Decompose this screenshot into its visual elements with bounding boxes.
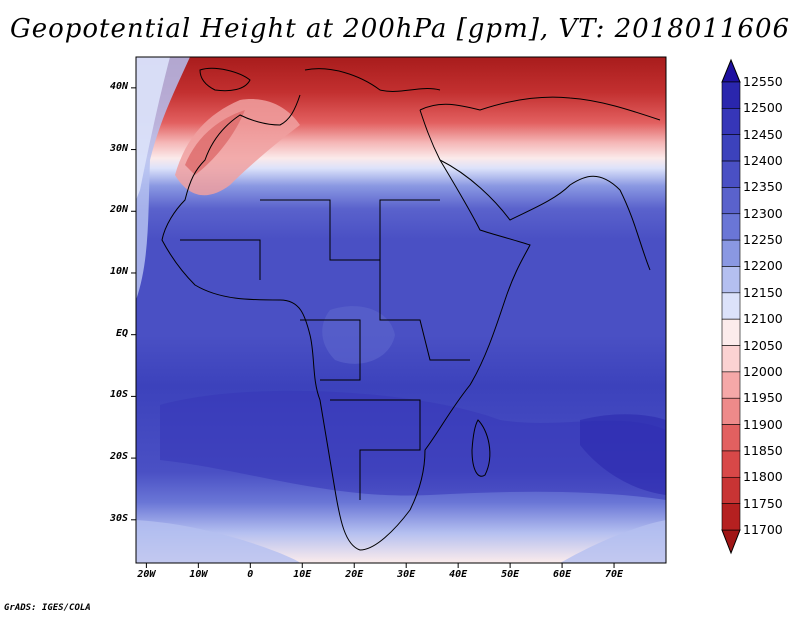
chart-title: Geopotential Height at 200hPa [gpm], VT:… [9,14,791,44]
colorbar-swatch [721,371,741,399]
lat-tick-label: EQ [115,327,128,339]
lat-tick-label: 20S [109,451,128,463]
colorbar-level-label: 12050 [743,337,783,353]
lat-tick-label: 30S [109,512,128,524]
colorbar-level-label: 11750 [743,495,783,511]
coastlines [161,67,661,551]
lon-tick-label: 0 [247,569,254,580]
colorbar-swatch [721,345,741,373]
colorbar-level-label: 12000 [743,363,783,379]
colorbar-swatch [721,187,741,215]
lon-tick-label: 70E [605,569,624,580]
colorbar-swatch [721,397,741,425]
colorbar-level-label: 11800 [743,469,783,485]
colorbar-level-label: 11850 [743,442,783,458]
lon-tick-label: 40E [449,569,468,580]
plot-frame [135,56,667,564]
lon-tick-label: 30E [397,569,416,580]
colorbar-level-label: 12500 [743,100,783,116]
colorbar-level-label: 12550 [743,74,783,89]
colorbar-level-label: 12450 [743,126,783,142]
colorbar-level-label: 11950 [743,390,783,406]
colorbar-swatch [721,450,741,478]
lat-tick-label: 10N [109,265,128,277]
colorbar-swatch [721,81,741,109]
colorbar-swatch [721,134,741,162]
colorbar-swatch [721,108,741,136]
colorbar-level-label: 12400 [743,153,783,169]
colorbar-swatch [721,292,741,320]
lat-tick-label: 10S [109,389,128,401]
colorbar-top-arrow [721,58,741,83]
colorbar-level-label: 12250 [743,232,783,248]
lon-tick-label: 60E [553,569,572,580]
colorbar-swatch [721,266,741,294]
colorbar-swatch [721,424,741,452]
colorbar-swatch [721,160,741,188]
colorbar-swatch [721,239,741,267]
lat-tick-label: 40N [109,80,128,92]
grads-credit: GrADS: IGES/COLA [4,603,91,613]
colorbar-swatch [721,213,741,241]
colorbar [721,58,741,555]
colorbar-swatch [721,476,741,504]
lon-tick-label: 10E [293,569,312,580]
lon-tick-label: 50E [501,569,520,580]
lon-tick-label: 20W [137,569,156,580]
colorbar-level-label: 12350 [743,179,783,195]
colorbar-level-label: 11700 [743,522,783,537]
colorbar-level-label: 11900 [743,416,783,432]
lat-tick-label: 30N [109,142,128,154]
colorbar-swatch [721,318,741,346]
colorbar-level-label: 12150 [743,284,783,300]
lat-tick-label: 20N [109,204,128,216]
colorbar-swatch [721,503,741,531]
colorbar-level-label: 12200 [743,258,783,274]
lon-tick-label: 10W [189,569,208,580]
lon-tick-label: 20E [345,569,364,580]
height-field [136,57,666,563]
colorbar-level-label: 12300 [743,205,783,221]
colorbar-level-label: 12100 [743,311,783,327]
axis-ticks [131,87,615,568]
colorbar-bottom-arrow [721,529,741,555]
